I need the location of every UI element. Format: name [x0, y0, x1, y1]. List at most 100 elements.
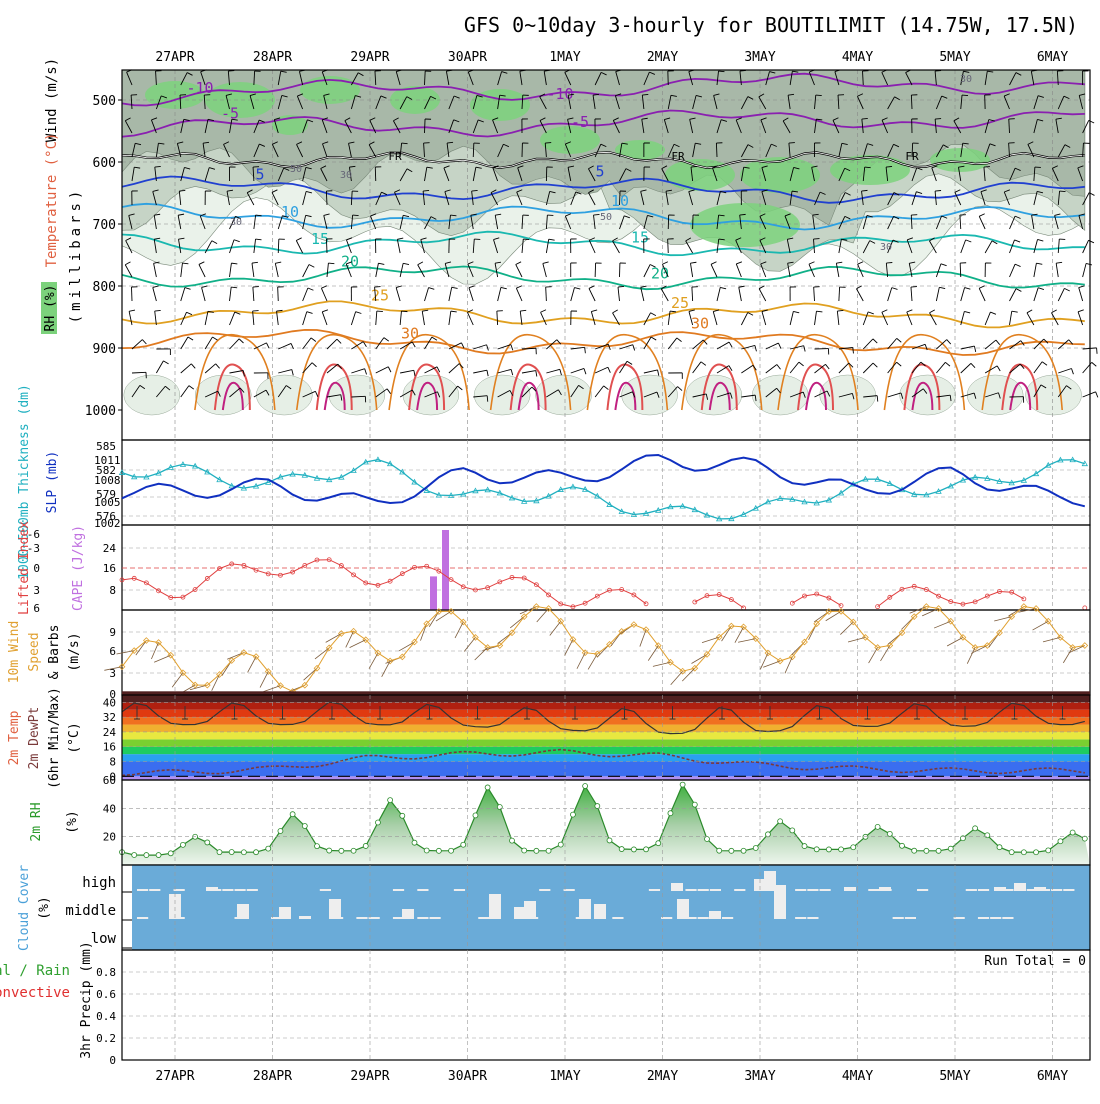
wind-10m-barb [190, 685, 207, 690]
rh-point [973, 826, 978, 831]
cloud-high-base [222, 889, 233, 891]
date-label-bottom: 4MAY [842, 1069, 873, 1084]
rh-point [144, 853, 149, 858]
cloud-level-label: low [91, 931, 117, 947]
chart-title: GFS 0~10day 3-hourly for BOUTILIMIT (14.… [464, 13, 1078, 37]
wind-frame [122, 610, 1090, 695]
date-label-top: 27APR [155, 50, 194, 65]
ylabel-wind-10m: & Barbs [47, 625, 62, 680]
wind-ytick: 6 [109, 645, 116, 658]
rh-point [826, 847, 831, 852]
thickness-ytick: 585 [96, 440, 116, 453]
cloud-high-base [235, 889, 246, 891]
ylabel-cloud: Cloud Cover [17, 865, 32, 951]
upper-ytick-label: 1000 [85, 404, 116, 419]
rh-point [546, 848, 551, 853]
rh-point [351, 848, 356, 853]
slp-ytick: 1011 [94, 454, 121, 467]
temp-contour-label: 15 [631, 228, 649, 246]
rh-point [717, 848, 722, 853]
rh-moist-blob [830, 155, 910, 185]
cloud-middle-base [1002, 917, 1013, 919]
wind-10m-barb [691, 654, 707, 663]
cloud-high-base [320, 889, 331, 891]
rh-contour-label: 30 [230, 217, 242, 228]
wind-10m-barb [763, 661, 780, 667]
wind-barb-flag [719, 71, 725, 72]
wind-barb-flag [1096, 392, 1098, 398]
cloud-middle-base [430, 917, 441, 919]
cloud-high-bar [774, 885, 786, 891]
cloud-middle-base [795, 917, 806, 919]
temp-ytick: 24 [103, 726, 117, 739]
temp-band [122, 747, 1090, 754]
cloud-high-bar [994, 887, 1006, 891]
ylabel-temp2m: (6hr Min/Max) [47, 687, 62, 789]
wind-barb-flag [328, 263, 334, 264]
wind-barb-flag [984, 167, 990, 168]
wind-10m-barb [263, 686, 280, 692]
ylabel-wind: Wind (m/s) [44, 58, 60, 142]
ylabel-millibars: (millibars) [68, 187, 84, 324]
li-line [122, 560, 1085, 608]
cloud-high-base [966, 889, 977, 891]
wind-10m-barb [369, 653, 378, 669]
wind-10m-barb [399, 642, 415, 651]
wind-barb-flag [935, 191, 941, 192]
wind-10m-barb [260, 672, 268, 688]
cloud-middle-base [905, 917, 916, 919]
rh-point [229, 850, 234, 855]
cloud-high-bar [844, 887, 856, 891]
temp-band [122, 754, 1090, 761]
cloud-high-base [698, 889, 709, 891]
rh-contour-label: 30 [340, 170, 352, 181]
wind-barb [425, 119, 426, 133]
rh-point [424, 848, 429, 853]
wind-10m-barb [326, 634, 342, 643]
rh-point [729, 848, 734, 853]
rh-moist-blob [665, 159, 735, 191]
rh-point [570, 812, 575, 817]
rh-point [168, 851, 173, 856]
rh-point [936, 848, 941, 853]
rh-point [765, 832, 770, 837]
wind-barb [278, 287, 279, 301]
cloud-middle-base [978, 917, 989, 919]
rh-point [887, 831, 892, 836]
rh-point [985, 833, 990, 838]
wind-10m-barb [840, 622, 853, 635]
cloud-middle-bar [579, 899, 591, 919]
rh-point [839, 847, 844, 852]
upper-ytick-label: 700 [93, 218, 116, 233]
cloud-middle-base [990, 917, 1001, 919]
slp-ytick: 1005 [94, 496, 121, 509]
cloud-high-base [247, 889, 258, 891]
rh-low-shade [900, 375, 956, 415]
ylabel-rh2m: 2m RH [29, 802, 44, 841]
ylabel-precip: 3hr Precip (mm) [79, 941, 94, 1058]
wind-barb [278, 239, 279, 253]
cloud-middle-bar [299, 916, 311, 919]
date-label-top: 6MAY [1037, 50, 1068, 65]
temp-contour-label: 30 [401, 324, 419, 342]
wind-barb-flag [935, 119, 941, 120]
cloud-high-base [1063, 889, 1074, 891]
rh-point [595, 804, 600, 809]
temp-band [122, 710, 1090, 717]
cloud-middle-base [807, 917, 818, 919]
temp-ytick: 8 [109, 756, 116, 769]
wind-barb [326, 191, 327, 205]
rh-contour-label: 50 [290, 164, 302, 175]
wind-speed-line [122, 607, 1085, 692]
date-label-bottom: 3MAY [744, 1069, 775, 1084]
wind-barb-flag [402, 143, 408, 144]
rh-point [473, 813, 478, 818]
rh-point [656, 841, 661, 846]
rh-point [205, 840, 210, 845]
wind-10m-barb [1033, 621, 1049, 630]
wind-barb [131, 287, 132, 301]
temp-band [122, 732, 1090, 739]
rh-contour-label: 30 [880, 242, 892, 253]
precip-frame [122, 950, 1090, 1060]
